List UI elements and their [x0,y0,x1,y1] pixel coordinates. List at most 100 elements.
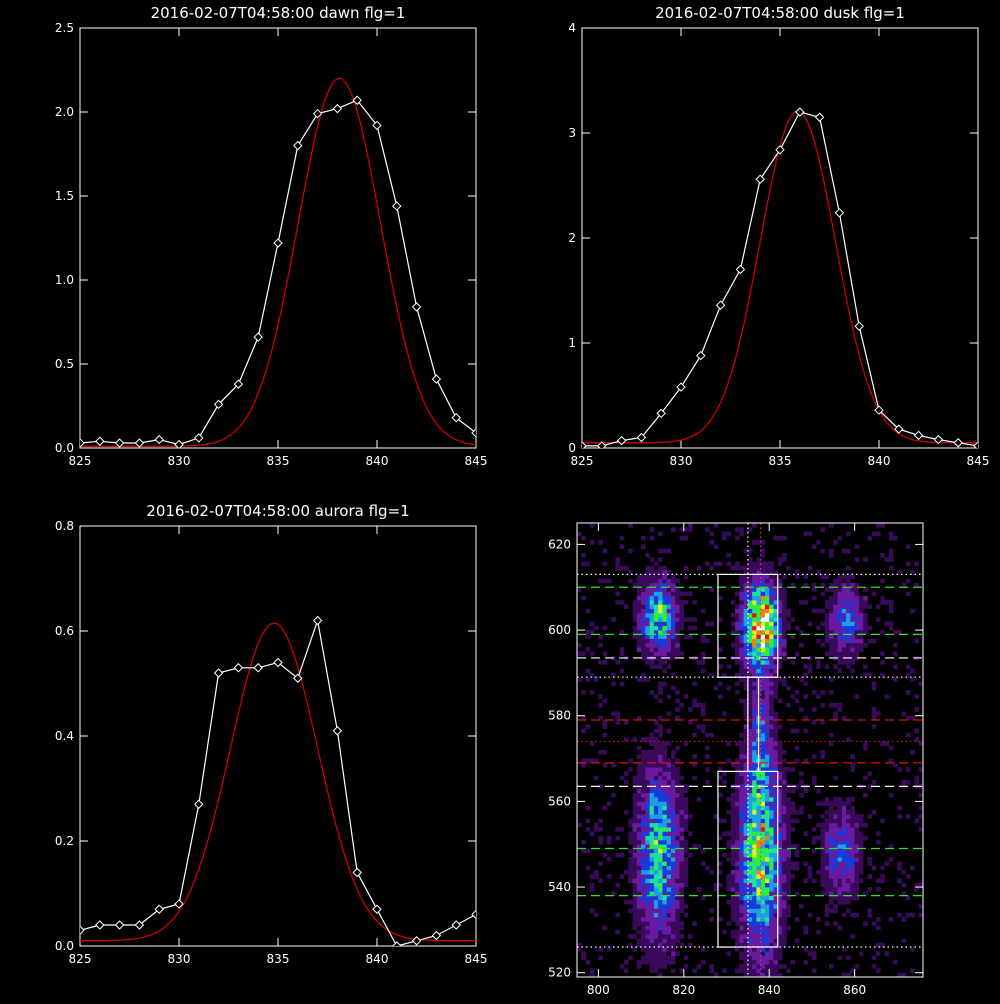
heatmap-cell [764,801,770,806]
heatmap-cell [777,698,783,704]
heatmap-cell [790,818,796,824]
heatmap-cell [773,574,779,579]
heatmap-cell [816,694,821,699]
heatmap-cell [653,831,659,836]
heatmap-cell [769,801,774,806]
heatmap-cell [670,908,676,914]
heatmap-cell [743,617,749,622]
heatmap-cell [837,865,843,871]
heatmap-cell [833,702,838,708]
heatmap-cell [773,750,779,755]
heatmap-cell [636,959,642,965]
heatmap-cell [769,818,774,824]
heatmap-cell [760,677,766,682]
heatmap-cell [829,702,834,708]
heatmap-cell [833,822,838,828]
heatmap-cell [764,878,770,884]
heatmap-cell [730,895,736,901]
heatmap-cell [764,587,770,592]
heatmap-cell [649,557,655,562]
heatmap-cell [658,779,663,785]
heatmap-cell [636,591,642,597]
heatmap-cell [863,822,868,828]
heatmap-cell [752,891,757,896]
heatmap-cell [649,827,655,832]
heatmap-cell [717,917,723,922]
heatmap-cell [739,831,744,836]
heatmap-cell [602,698,608,704]
heatmap-cell [837,630,843,635]
heatmap-cell [645,612,650,618]
heatmap-cell [726,758,732,764]
heatmap-cell [602,720,608,725]
heatmap-cell [653,642,659,648]
heatmap-cell [670,801,676,806]
heatmap-cell [653,591,659,597]
heatmap-cell [739,869,744,875]
heatmap-cell [846,625,851,631]
heatmap-cell [777,647,783,652]
heatmap-cell [747,925,753,931]
heatmap-cell [641,758,646,764]
heatmap-cell [653,728,659,734]
heatmap-cell [649,690,655,695]
heatmap-cell [649,874,655,879]
heatmap-cell [897,630,902,635]
heatmap-cell [747,942,753,948]
heatmap-cell [662,814,668,819]
heatmap-cell [743,728,749,734]
heatmap-cell [747,912,753,918]
heatmap-cell [739,587,744,592]
heatmap-cell [649,664,655,669]
heatmap-cell [670,921,676,926]
heatmap-cell [739,822,744,828]
heatmap-cell [645,779,650,785]
heatmap-cell [777,874,783,879]
heatmap-cell [632,857,638,862]
heatmap-cell [662,848,668,854]
heatmap-cell [666,548,672,554]
heatmap-cell [735,771,740,776]
heatmap-cell [773,767,779,772]
heatmap-cell [764,771,770,776]
heatmap-cell [735,527,740,532]
heatmap-cell [675,792,680,798]
y-tick-label: 0 [568,441,576,455]
heatmap-cell [760,621,766,627]
heatmap-cell [880,630,885,635]
y-tick-label: 520 [548,966,571,980]
heatmap-cell [777,775,783,781]
heatmap-cell [782,574,787,579]
heatmap-cell [752,762,757,768]
heatmap-cell [739,861,744,866]
heatmap-cell [628,874,633,879]
heatmap-cell [747,895,753,901]
heatmap-cell [846,887,851,892]
heatmap-cell [632,852,638,858]
heatmap-cell [769,574,774,579]
heatmap-cell [632,934,638,939]
heatmap-cell [773,634,779,639]
heatmap-cell [722,968,727,974]
heatmap-cell [760,617,766,622]
y-tick-label: 0.0 [55,441,74,455]
heatmap-cell [876,925,881,931]
heatmap-cell [756,951,761,956]
heatmap-cell [811,595,817,601]
heatmap-cell [914,779,920,785]
heatmap-cell [756,921,761,926]
heatmap-cell [662,839,668,845]
heatmap-cell [641,600,646,605]
heatmap-cell [641,754,646,759]
heatmap-cell [769,664,774,669]
heatmap-cell [675,917,680,922]
heatmap-cell [837,852,843,858]
heatmap-cell [735,844,740,849]
heatmap-cell [880,741,885,747]
heatmap-cell [747,574,753,579]
heatmap-cell [670,651,676,657]
heatmap-cell [850,612,855,618]
heatmap-cell [786,887,791,892]
heatmap-cell [777,925,783,931]
heatmap-cell [735,797,740,802]
